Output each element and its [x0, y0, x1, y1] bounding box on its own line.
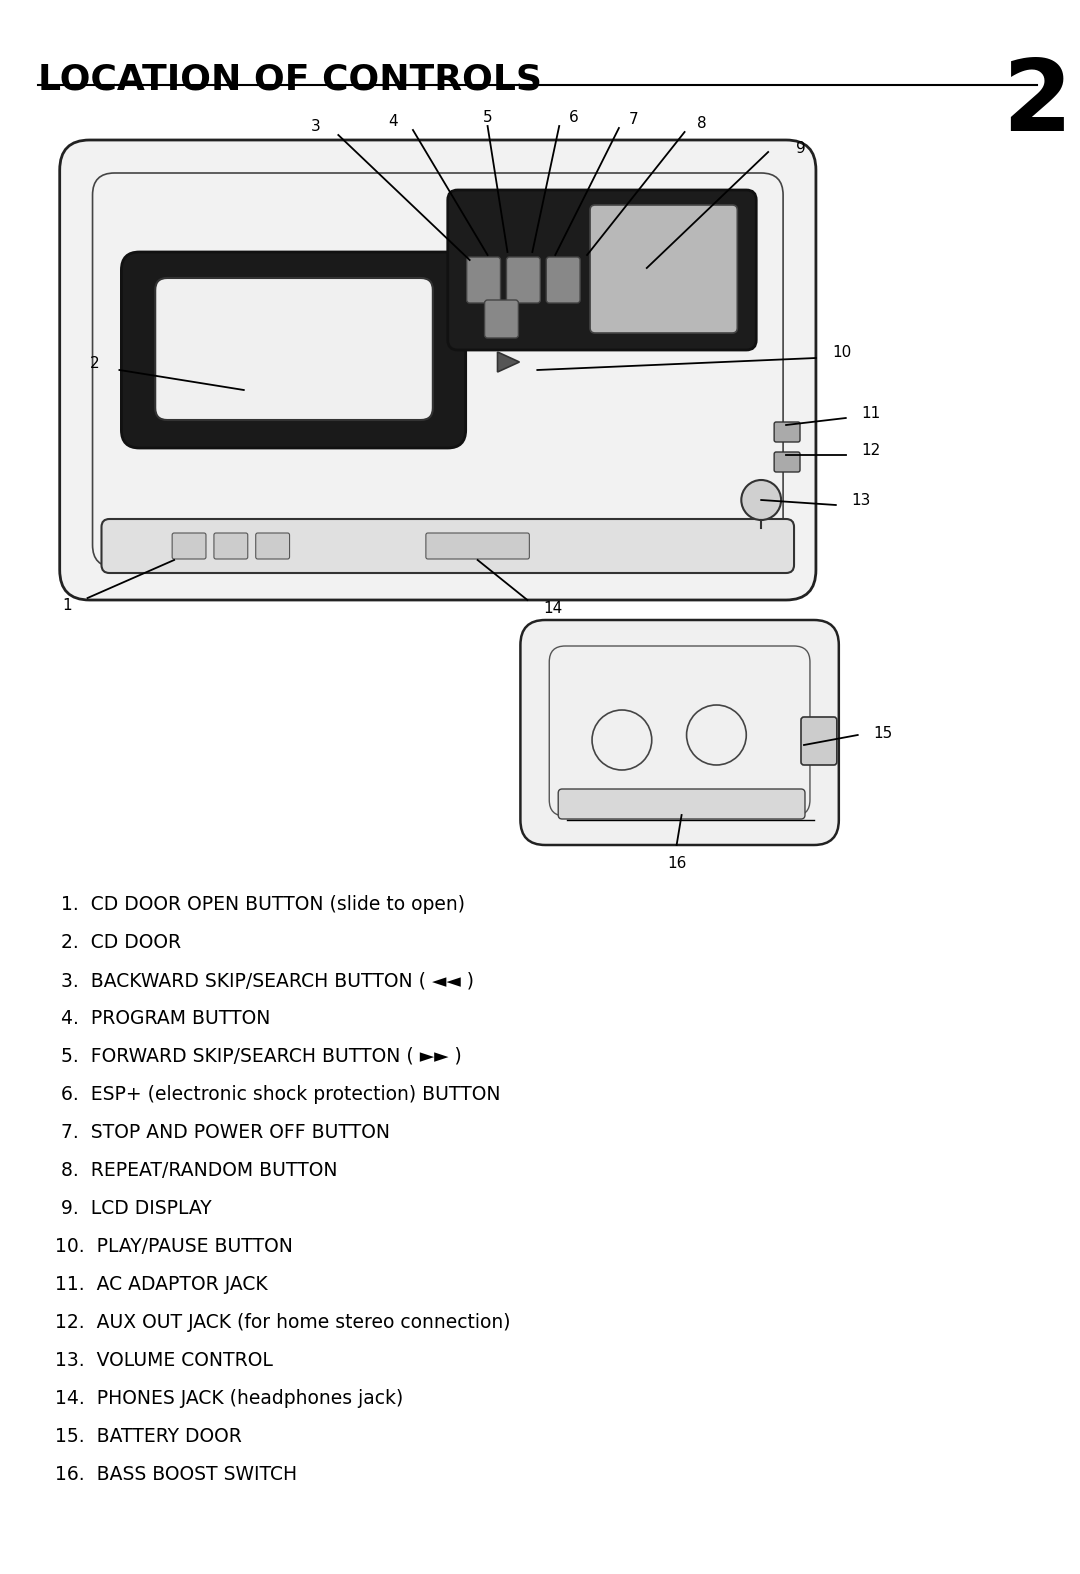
- Circle shape: [741, 480, 781, 519]
- Text: 4.  PROGRAM BUTTON: 4. PROGRAM BUTTON: [55, 1009, 270, 1028]
- Text: 8: 8: [697, 115, 706, 131]
- Text: 5.  FORWARD SKIP/SEARCH BUTTON ( ►► ): 5. FORWARD SKIP/SEARCH BUTTON ( ►► ): [55, 1047, 461, 1066]
- Text: 16.  BASS BOOST SWITCH: 16. BASS BOOST SWITCH: [55, 1465, 297, 1484]
- Text: 2.  CD DOOR: 2. CD DOOR: [55, 933, 180, 952]
- FancyBboxPatch shape: [448, 190, 756, 349]
- FancyBboxPatch shape: [256, 534, 289, 559]
- Text: 14.  PHONES JACK (headphones jack): 14. PHONES JACK (headphones jack): [55, 1388, 403, 1409]
- Text: 8.  REPEAT/RANDOM BUTTON: 8. REPEAT/RANDOM BUTTON: [55, 1162, 337, 1180]
- FancyBboxPatch shape: [172, 534, 206, 559]
- Text: 1.  CD DOOR OPEN BUTTON (slide to open): 1. CD DOOR OPEN BUTTON (slide to open): [55, 896, 464, 914]
- Text: 13: 13: [852, 493, 872, 507]
- Text: 11.  AC ADAPTOR JACK: 11. AC ADAPTOR JACK: [55, 1275, 268, 1294]
- FancyBboxPatch shape: [485, 301, 518, 338]
- Text: 15: 15: [874, 726, 893, 740]
- Text: 15.  BATTERY DOOR: 15. BATTERY DOOR: [55, 1428, 242, 1447]
- Text: 9.  LCD DISPLAY: 9. LCD DISPLAY: [55, 1199, 212, 1218]
- Text: 11: 11: [862, 406, 881, 420]
- Text: LOCATION OF CONTROLS: LOCATION OF CONTROLS: [38, 61, 542, 96]
- Text: 10: 10: [832, 345, 851, 359]
- Text: 3: 3: [311, 118, 321, 134]
- FancyBboxPatch shape: [774, 452, 800, 472]
- Text: 12: 12: [862, 442, 881, 458]
- Text: 1: 1: [62, 598, 71, 612]
- FancyBboxPatch shape: [558, 789, 805, 818]
- Text: 4: 4: [389, 113, 399, 129]
- FancyBboxPatch shape: [156, 279, 433, 420]
- FancyBboxPatch shape: [521, 620, 839, 845]
- Text: 6: 6: [569, 110, 579, 124]
- Text: 12.  AUX OUT JACK (for home stereo connection): 12. AUX OUT JACK (for home stereo connec…: [55, 1313, 510, 1332]
- FancyBboxPatch shape: [507, 257, 540, 304]
- Text: 9: 9: [796, 140, 806, 156]
- FancyBboxPatch shape: [59, 140, 815, 600]
- Polygon shape: [498, 353, 519, 371]
- FancyBboxPatch shape: [102, 519, 794, 573]
- Text: 6.  ESP+ (electronic shock protection) BUTTON: 6. ESP+ (electronic shock protection) BU…: [55, 1084, 500, 1103]
- Text: 16: 16: [667, 856, 686, 870]
- FancyBboxPatch shape: [801, 718, 837, 765]
- Text: 10.  PLAY/PAUSE BUTTON: 10. PLAY/PAUSE BUTTON: [55, 1237, 293, 1256]
- FancyBboxPatch shape: [546, 257, 580, 304]
- FancyBboxPatch shape: [121, 252, 465, 449]
- Text: 5: 5: [483, 110, 492, 124]
- FancyBboxPatch shape: [774, 422, 800, 442]
- Text: 7.  STOP AND POWER OFF BUTTON: 7. STOP AND POWER OFF BUTTON: [55, 1122, 390, 1143]
- Text: 3.  BACKWARD SKIP/SEARCH BUTTON ( ◄◄ ): 3. BACKWARD SKIP/SEARCH BUTTON ( ◄◄ ): [55, 971, 474, 990]
- Text: 14: 14: [543, 601, 563, 615]
- FancyBboxPatch shape: [467, 257, 500, 304]
- FancyBboxPatch shape: [426, 534, 529, 559]
- FancyBboxPatch shape: [214, 534, 247, 559]
- Text: 2: 2: [1002, 55, 1071, 153]
- Text: 13.  VOLUME CONTROL: 13. VOLUME CONTROL: [55, 1350, 272, 1369]
- Text: 2: 2: [90, 356, 99, 370]
- Text: 7: 7: [629, 112, 638, 126]
- FancyBboxPatch shape: [590, 205, 738, 334]
